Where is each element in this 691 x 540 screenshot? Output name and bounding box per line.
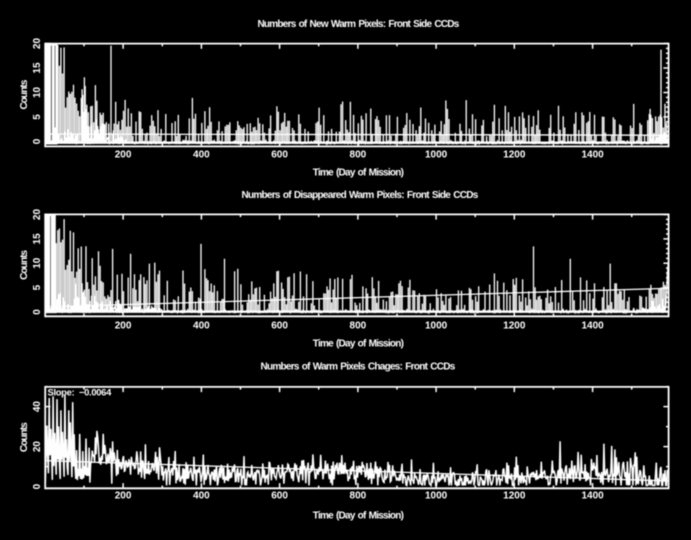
svg-text:0: 0: [32, 138, 43, 144]
svg-text:Numbers of Disappeared Warm Pi: Numbers of Disappeared Warm Pixels: Fron…: [241, 190, 478, 201]
svg-text:1000: 1000: [425, 149, 448, 160]
svg-text:40: 40: [32, 401, 43, 413]
svg-text:400: 400: [193, 149, 210, 160]
svg-text:Counts: Counts: [19, 422, 30, 452]
svg-text:200: 200: [115, 491, 132, 502]
svg-text:Numbers of Warm Pixels Chages:: Numbers of Warm Pixels Chages: Front CCD…: [260, 362, 455, 373]
svg-text:Slope: −0.0064: Slope: −0.0064: [48, 387, 113, 398]
svg-text:600: 600: [271, 149, 288, 160]
svg-text:20: 20: [32, 209, 43, 221]
svg-text:Time (Day of Mission): Time (Day of Mission): [313, 339, 404, 350]
svg-text:5: 5: [32, 114, 43, 120]
svg-text:200: 200: [115, 149, 132, 160]
svg-text:20: 20: [32, 38, 43, 50]
svg-text:400: 400: [193, 320, 210, 331]
svg-text:800: 800: [350, 491, 367, 502]
svg-text:Numbers of New Warm Pixels: Fr: Numbers of New Warm Pixels: Front Side C…: [257, 19, 459, 30]
svg-text:1400: 1400: [581, 320, 604, 331]
svg-text:1200: 1200: [503, 491, 526, 502]
svg-text:400: 400: [193, 491, 210, 502]
svg-text:600: 600: [271, 320, 288, 331]
svg-text:10: 10: [32, 257, 43, 269]
svg-text:200: 200: [115, 320, 132, 331]
svg-text:15: 15: [32, 62, 43, 74]
svg-text:10: 10: [32, 86, 43, 98]
svg-text:1200: 1200: [503, 149, 526, 160]
svg-text:1200: 1200: [503, 320, 526, 331]
svg-text:5: 5: [32, 284, 43, 290]
svg-text:1400: 1400: [581, 491, 604, 502]
svg-text:Counts: Counts: [19, 79, 30, 109]
svg-text:1400: 1400: [581, 149, 604, 160]
svg-text:20: 20: [32, 441, 43, 453]
svg-text:0: 0: [32, 483, 43, 489]
svg-text:Time (Day of Mission): Time (Day of Mission): [313, 167, 404, 178]
svg-text:800: 800: [350, 149, 367, 160]
svg-text:600: 600: [271, 491, 288, 502]
svg-text:0: 0: [32, 309, 43, 315]
svg-text:15: 15: [32, 233, 43, 245]
svg-text:Time (Day of Mission): Time (Day of Mission): [313, 511, 404, 522]
svg-text:1000: 1000: [425, 491, 448, 502]
svg-text:800: 800: [350, 320, 367, 331]
svg-text:1000: 1000: [425, 320, 448, 331]
svg-text:Counts: Counts: [19, 249, 30, 279]
